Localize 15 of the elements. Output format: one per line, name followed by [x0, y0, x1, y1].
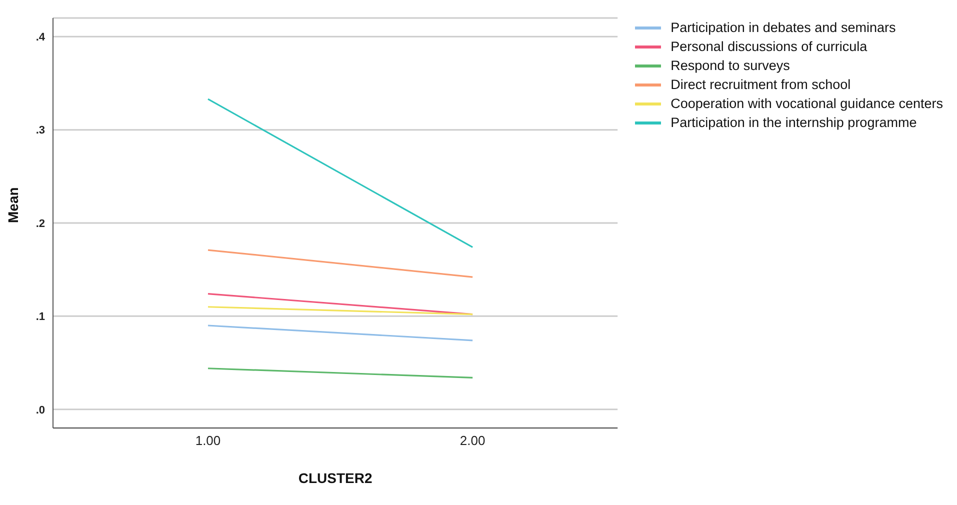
- y-axis-title: Mean: [4, 187, 21, 223]
- y-tick-label: .2: [36, 218, 45, 230]
- legend-label: Direct recruitment from school: [670, 76, 851, 94]
- legend-label: Participation in the internship programme: [670, 114, 917, 132]
- legend-label: Personal discussions of curricula: [670, 38, 868, 56]
- y-tick-label: .3: [36, 124, 45, 137]
- y-tick-label: .4: [36, 32, 46, 44]
- y-tick-label: .1: [36, 311, 45, 324]
- y-tick-label: .0: [36, 404, 45, 416]
- legend-label: Respond to surveys: [670, 57, 790, 75]
- x-tick-label: 2.00: [460, 433, 486, 448]
- x-tick-label: 1.00: [195, 433, 221, 448]
- x-axis-title: CLUSTER2: [298, 470, 372, 486]
- legend-label: Cooperation with vocational guidance centers: [670, 95, 943, 113]
- legend-label: Participation in debates and seminars: [670, 19, 896, 37]
